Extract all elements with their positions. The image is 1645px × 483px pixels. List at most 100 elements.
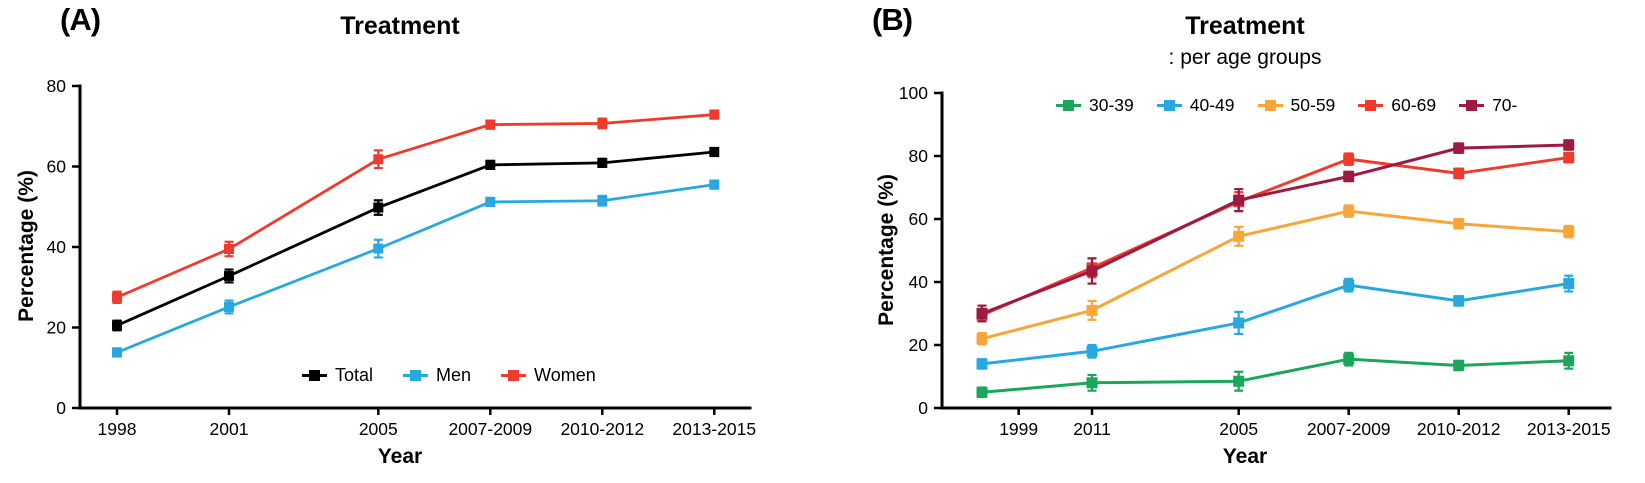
data-point-70-	[1233, 194, 1245, 206]
data-point-40-49	[976, 358, 988, 370]
y-tick-label: 40	[909, 272, 929, 292]
data-point-50-59	[1233, 230, 1245, 242]
series-line-Total	[116, 150, 715, 327]
panel-b-label: (B)	[872, 2, 913, 37]
panel-a-x-axis-label: Year	[377, 445, 423, 468]
x-tick-label: 2013-2015	[672, 419, 756, 439]
panel-b-plot: 0 20 40 60 80 100 1999 2011 2005 2007-2009 2010-20…	[899, 83, 1612, 439]
legend-label: 70-	[1492, 95, 1518, 115]
legend-item-Men: Men	[403, 365, 471, 386]
data-point-Men	[485, 196, 496, 207]
data-point-Women	[597, 118, 608, 129]
data-point-40-49	[1453, 295, 1465, 307]
series-Total	[112, 146, 720, 332]
series-Women	[112, 109, 720, 305]
series-line-Men	[116, 183, 715, 354]
legend-marker-icon	[302, 370, 327, 381]
y-tick-label: 60	[909, 209, 929, 229]
legend-item-70-: 70-	[1459, 95, 1517, 116]
data-point-30-39	[1086, 377, 1098, 389]
x-tick-label: 1999	[999, 419, 1038, 439]
panel-b-subtitle: : per age groups	[1168, 46, 1322, 69]
data-point-50-59	[1343, 205, 1355, 217]
data-point-30-39	[1233, 375, 1245, 387]
series-line-40-49	[981, 282, 1569, 366]
data-point-40-49	[1343, 279, 1355, 291]
legend-marker-square	[410, 370, 422, 381]
data-point-Women	[485, 119, 496, 130]
y-tick-label: 40	[47, 237, 67, 257]
y-tick-label: 20	[909, 335, 929, 355]
legend-marker-square	[1063, 100, 1074, 111]
legend-marker-square	[1365, 100, 1377, 111]
data-point-Men	[373, 243, 384, 254]
data-point-Men	[223, 301, 234, 312]
data-point-70-	[1086, 265, 1098, 277]
data-point-Men	[597, 195, 608, 206]
legend-marker-square	[309, 370, 320, 381]
data-point-70-	[1563, 139, 1575, 151]
legend-marker-square	[508, 370, 520, 381]
legend-marker-icon	[1358, 100, 1384, 111]
data-point-50-59	[1563, 226, 1575, 238]
data-point-60-69	[1563, 152, 1575, 164]
legend-marker-square	[1163, 100, 1175, 111]
data-point-40-49	[1086, 345, 1098, 357]
y-tick-label: 80	[47, 76, 67, 96]
series-70-	[976, 139, 1575, 323]
data-point-30-39	[1453, 359, 1465, 371]
legend-label: 50-59	[1290, 95, 1336, 115]
series-line-30-39	[981, 357, 1569, 394]
data-point-Total	[112, 320, 122, 331]
panel-a-plot: 0 20 40 60 80 1998 2001 2005 2007-2009 2010-2012 2…	[47, 76, 757, 439]
x-tick-label: 2007-2009	[1307, 419, 1391, 439]
panel-b-title: Treatment	[1185, 12, 1305, 40]
legend-marker-icon	[1156, 100, 1182, 111]
legend-marker-square	[1264, 100, 1276, 111]
x-tick-label: 2011	[1073, 419, 1111, 439]
x-tick-label: 2005	[359, 419, 398, 439]
legend-marker-icon	[1056, 100, 1081, 111]
data-point-Total	[373, 202, 384, 213]
legend-item-50-59: 50-59	[1257, 95, 1336, 116]
panel-a-label: (A)	[60, 2, 101, 37]
data-point-30-39	[1563, 355, 1575, 367]
data-point-70-	[976, 308, 988, 319]
y-tick-label: 0	[918, 398, 928, 418]
legend-label: 30-39	[1089, 95, 1134, 115]
data-point-Total	[709, 147, 720, 158]
panel-b-x-axis-label: Year	[1222, 445, 1268, 468]
data-point-70-	[1343, 170, 1355, 182]
series-40-49	[976, 274, 1575, 370]
data-point-50-59	[1453, 218, 1465, 230]
legend-label: Total	[335, 365, 374, 385]
data-point-60-69	[1343, 153, 1355, 165]
data-point-40-49	[1233, 317, 1245, 329]
data-point-30-39	[976, 386, 988, 398]
legend-item-30-39: 30-39	[1056, 95, 1134, 116]
data-point-Men	[709, 179, 720, 190]
panel-b-legend: 30-39 40-49 50-59 60-69 70-	[1056, 95, 1517, 116]
y-tick-label: 0	[56, 398, 66, 418]
x-tick-label: 2001	[210, 419, 249, 439]
legend-label: Women	[534, 365, 596, 385]
data-point-Women	[112, 292, 122, 303]
data-point-Total	[485, 159, 496, 170]
legend-item-40-49: 40-49	[1156, 95, 1235, 116]
series-line-50-59	[981, 209, 1569, 341]
axis-lines	[78, 84, 752, 410]
legend-marker-icon	[403, 370, 429, 381]
y-tick-label: 20	[47, 318, 67, 338]
data-point-50-59	[1086, 304, 1098, 316]
data-point-50-59	[976, 333, 988, 345]
data-point-30-39	[1343, 353, 1355, 365]
panel-a-legend: Total Men Women	[302, 365, 596, 386]
panel-a-title: Treatment	[340, 12, 460, 40]
axis-lines	[940, 91, 1612, 410]
legend-label: 40-49	[1189, 95, 1235, 115]
legend-label: 60-69	[1391, 95, 1437, 115]
legend-marker-square	[1466, 100, 1478, 111]
legend-marker-icon	[1257, 100, 1283, 111]
series-line-60-69	[981, 156, 1569, 317]
